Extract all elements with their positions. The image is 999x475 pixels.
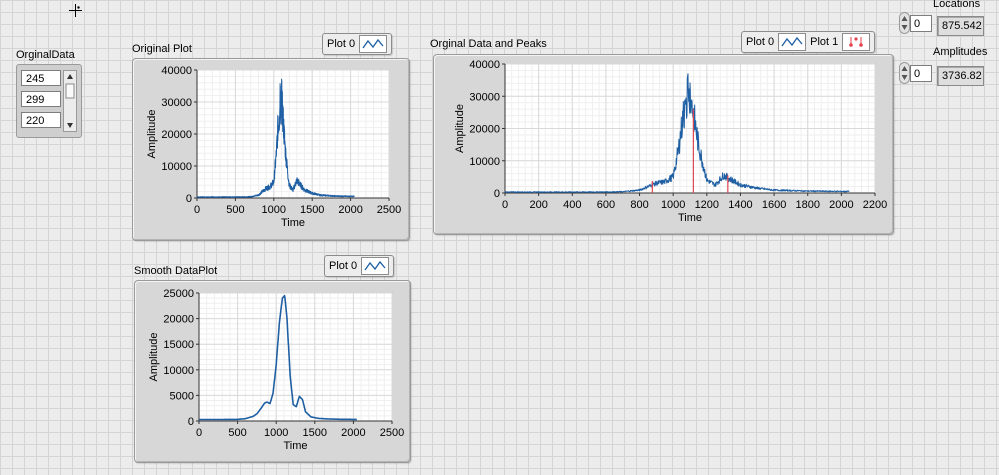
x-tick-label: 1800: [795, 199, 819, 211]
y-tick-label: 30000: [161, 97, 192, 109]
x-tick-label: 1200: [695, 199, 719, 211]
locations-label: Locations: [933, 0, 981, 10]
decrement-arrow-icon: [901, 25, 908, 30]
legend-plot-0-label: Plot 0: [327, 38, 356, 50]
original-plot-title: Original Plot: [132, 43, 192, 55]
legend-plot-0-label: Plot 0: [746, 36, 775, 48]
legend-plot-1-label: Plot 1: [810, 36, 839, 48]
array-cell-1[interactable]: 299: [21, 91, 61, 107]
x-tick-label: 2500: [377, 204, 401, 216]
y-tick-label: 40000: [469, 59, 500, 71]
amplitudes-index[interactable]: 0: [910, 65, 932, 82]
plot-area: [198, 292, 393, 422]
line-style-icon[interactable]: [361, 257, 390, 275]
y-tick-label: 15000: [163, 339, 194, 351]
peaks-plot-panel[interactable]: 0 200 400 600 800 1000 1200 1400 1600 1800 2000 220…: [433, 54, 894, 235]
orginal-data-label: OrginalData: [16, 49, 75, 61]
peaks-plot-title: Orginal Data and Peaks: [430, 38, 547, 50]
legend-plot-0-label: Plot 0: [329, 260, 358, 272]
smooth-plot-legend[interactable]: Plot 0: [324, 255, 395, 277]
y-tick-label: 0: [494, 188, 500, 200]
y-tick-label: 10000: [161, 161, 192, 173]
x-tick-label: 1600: [762, 199, 786, 211]
y-axis-label: Amplitude: [454, 104, 466, 153]
series-line: [198, 294, 358, 421]
increment-arrow-icon: [901, 16, 908, 21]
x-axis-label: Time: [281, 217, 305, 229]
x-tick-label: 200: [529, 199, 547, 211]
peaks-plot-legend[interactable]: Plot 0 Plot 1: [741, 31, 876, 53]
y-axis-label: Amplitude: [148, 333, 160, 382]
y-tick-label: 40000: [161, 65, 192, 77]
x-tick-label: 500: [228, 427, 246, 439]
original-plot-legend[interactable]: Plot 0: [322, 33, 393, 55]
smooth-plot-title: Smooth DataPlot: [134, 265, 218, 277]
y-tick-label: 30000: [469, 91, 500, 103]
scroll-up-arrow-icon: [67, 74, 73, 79]
x-tick-label: 500: [226, 204, 244, 216]
increment-arrow-icon: [901, 66, 908, 71]
x-tick-label: 1000: [661, 199, 685, 211]
point-style-icon[interactable]: [842, 33, 871, 51]
crosshair-cursor-icon: [69, 4, 82, 17]
amplitudes-value: 3736.82: [937, 66, 984, 86]
x-axis-label: Time: [283, 440, 307, 452]
scroll-down-arrow-icon: [67, 123, 73, 128]
x-tick-label: 2200: [863, 199, 887, 211]
x-tick-label: 1500: [303, 427, 327, 439]
x-tick-label: 1000: [262, 204, 286, 216]
y-tick-label: 20000: [163, 314, 194, 326]
x-tick-label: 400: [563, 199, 581, 211]
x-tick-label: 2000: [338, 204, 362, 216]
locations-index-spinner[interactable]: [899, 12, 910, 34]
orginal-data-array: 245 299 220: [16, 64, 82, 138]
y-tick-label: 5000: [170, 390, 194, 402]
x-tick-label: 800: [630, 199, 648, 211]
locations-value: 875.542: [937, 16, 984, 36]
scroll-thumb: [65, 83, 75, 99]
decrement-arrow-icon: [901, 75, 908, 80]
x-tick-label: 2000: [341, 427, 365, 439]
x-axis-label: Time: [678, 212, 702, 224]
y-tick-label: 10000: [469, 156, 500, 168]
amplitudes-label: Amplitudes: [933, 46, 988, 58]
amplitudes-index-spinner[interactable]: [899, 62, 910, 84]
series-line: [504, 73, 850, 193]
y-tick-label: 0: [188, 416, 194, 428]
x-tick-label: 1400: [728, 199, 752, 211]
array-cell-2[interactable]: 220: [21, 112, 61, 128]
y-axis-label: Amplitude: [146, 110, 158, 159]
smooth-plot-panel[interactable]: 0 500 1000 1500 2000 2500 0 5000 10000 15000 20000…: [134, 280, 411, 463]
line-style-icon[interactable]: [359, 35, 388, 53]
y-tick-label: 20000: [469, 124, 500, 136]
line-style-icon[interactable]: [778, 33, 807, 51]
peaks-plot-graph[interactable]: 0 200 400 600 800 1000 1200 1400 1600 1800 2000 220…: [434, 55, 893, 234]
x-tick-label: 1500: [300, 204, 324, 216]
x-tick-label: 2000: [829, 199, 853, 211]
y-tick-label: 20000: [161, 129, 192, 141]
original-plot-panel[interactable]: 0 500 1000 1500 2000 2500 0 10000 20000 30000 4000…: [132, 58, 410, 241]
x-tick-label: 0: [196, 427, 202, 439]
y-tick-label: 25000: [163, 288, 194, 300]
locations-index[interactable]: 0: [910, 15, 932, 32]
array-cell-0[interactable]: 245: [21, 70, 61, 86]
original-plot-graph[interactable]: 0 500 1000 1500 2000 2500 0 10000 20000 30000 4000…: [133, 59, 409, 240]
x-tick-label: 2500: [380, 427, 404, 439]
array-scrollbar[interactable]: [63, 70, 77, 132]
x-tick-label: 1000: [264, 427, 288, 439]
x-tick-label: 600: [597, 199, 615, 211]
y-tick-label: 0: [186, 193, 192, 205]
x-tick-label: 0: [194, 204, 200, 216]
x-tick-label: 0: [502, 199, 508, 211]
smooth-plot-graph[interactable]: 0 500 1000 1500 2000 250005000100001500020000…: [135, 281, 410, 462]
y-tick-label: 10000: [163, 365, 194, 377]
series-line: [196, 78, 355, 198]
